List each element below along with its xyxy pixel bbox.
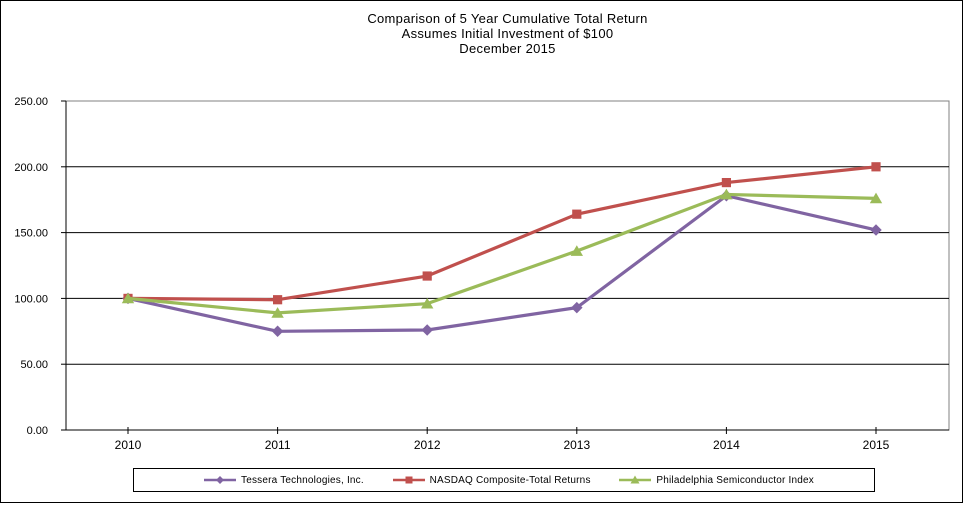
chart-legend: Tessera Technologies, Inc. NASDAQ Composi… — [133, 468, 875, 492]
legend-square-swatch-icon — [392, 476, 425, 484]
chart-title-block: Comparison of 5 Year Cumulative Total Re… — [66, 11, 949, 56]
series-philadelphia-semiconductor-index-triangle-marker — [869, 192, 883, 204]
series-nasdaq-composite-total-returns-square-marker — [273, 295, 283, 305]
chart-date-label: December 2015 — [459, 41, 556, 56]
series-nasdaq-composite-total-returns-square-marker — [572, 209, 582, 219]
x-tick-label-2010: 2010 — [115, 438, 142, 452]
series-tessera-technologies-inc-diamond-marker — [571, 301, 583, 314]
chart-subtitle: Assumes Initial Investment of $100 — [401, 26, 614, 41]
x-tick-label-2012: 2012 — [414, 438, 441, 452]
y-tick-label-50: 50.00 — [20, 359, 48, 371]
legend-label-nasdaq-composite-total-returns: NASDAQ Composite-Total Returns — [429, 474, 591, 486]
x-tick-label-2014: 2014 — [713, 438, 740, 452]
x-tick-label-2011: 2011 — [265, 438, 291, 452]
chart-title: Comparison of 5 Year Cumulative Total Re… — [367, 11, 648, 26]
series-tessera-technologies-inc-line — [127, 194, 877, 333]
series-philadelphia-semiconductor-index-triangle-marker — [121, 292, 135, 304]
series-nasdaq-composite-total-returns-square-marker — [871, 162, 881, 172]
series-tessera-technologies-inc-diamond-marker — [421, 324, 433, 336]
y-tick-label-250: 250.00 — [14, 96, 48, 108]
series-philadelphia-semiconductor-index-triangle-marker — [271, 307, 284, 318]
series-philadelphia-semiconductor-index-triangle-marker — [720, 188, 733, 200]
legend-entry-nasdaq-composite-total-returns: NASDAQ Composite-Total Returns — [392, 474, 591, 486]
series-nasdaq-composite-total-returns-line — [127, 165, 877, 302]
y-tick-label-150: 150.00 — [14, 228, 48, 240]
series-nasdaq-composite-total-returns-square-marker — [721, 177, 731, 188]
legend-diamond-swatch-icon — [204, 476, 236, 484]
series-nasdaq-composite-total-returns-square-marker — [422, 271, 432, 281]
x-tick-label-2013: 2013 — [563, 438, 590, 452]
y-tick-label-100: 100.00 — [14, 293, 48, 305]
x-tick-label-2015: 2015 — [863, 438, 890, 452]
series-philadelphia-semiconductor-index-triangle-marker — [570, 245, 584, 256]
series-tessera-technologies-inc-diamond-marker — [870, 224, 882, 236]
y-tick-label-200: 200.00 — [14, 162, 48, 174]
plot-border — [65, 100, 950, 431]
legend-label-tessera-technologies-inc: Tessera Technologies, Inc. — [241, 474, 364, 486]
legend-label-philadelphia-semiconductor-index: Philadelphia Semiconductor Index — [656, 474, 814, 486]
legend-entry-philadelphia-semiconductor-index: Philadelphia Semiconductor Index — [619, 474, 814, 486]
legend-triangle-swatch-icon — [619, 475, 652, 484]
series-philadelphia-semiconductor-index-line — [127, 192, 877, 315]
y-tick-label-0: 0.00 — [27, 425, 48, 437]
legend-entry-tessera-technologies-inc: Tessera Technologies, Inc. — [204, 474, 364, 486]
series-philadelphia-semiconductor-index-triangle-marker — [420, 297, 434, 309]
series-tessera-technologies-inc-diamond-marker — [271, 325, 284, 338]
